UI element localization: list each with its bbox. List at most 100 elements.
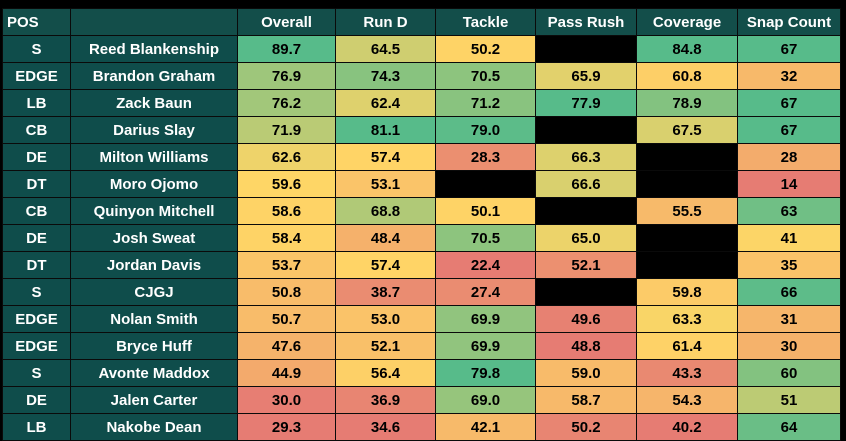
table-row: CB Darius Slay 71.9 81.1 79.0 67.5 67	[2, 116, 841, 144]
player-name-cell: Moro Ojomo	[70, 170, 238, 198]
tackle-value-cell: 28.3	[435, 143, 536, 171]
tackle-empty-cell	[435, 170, 536, 198]
coverage-value-cell: 43.3	[636, 359, 738, 387]
table-row: DE Milton Williams 62.6 57.4 28.3 66.3 28	[2, 143, 841, 171]
snap-count-value-cell: 51	[737, 386, 841, 414]
tackle-value-cell: 27.4	[435, 278, 536, 306]
pass-rush-value-cell: 48.8	[535, 332, 637, 360]
snap-count-value-cell: 67	[737, 116, 841, 144]
position-cell: LB	[2, 89, 71, 117]
table-row: LB Zack Baun 76.2 62.4 71.2 77.9 78.9 67	[2, 89, 841, 117]
table-row: S Avonte Maddox 44.9 56.4 79.8 59.0 43.3 60	[2, 359, 841, 387]
snap-count-value-cell: 67	[737, 89, 841, 117]
table-row: DE Jalen Carter 30.0 36.9 69.0 58.7 54.3 51	[2, 386, 841, 414]
pass-rush-value-cell: 59.0	[535, 359, 637, 387]
overall-value-cell: 58.6	[237, 197, 336, 225]
overall-value-cell: 89.7	[237, 35, 336, 63]
coverage-value-cell: 63.3	[636, 305, 738, 333]
run-d-value-cell: 53.1	[335, 170, 436, 198]
position-cell: DT	[2, 251, 71, 279]
table-row: EDGE Nolan Smith 50.7 53.0 69.9 49.6 63.3 31	[2, 305, 841, 333]
pass-rush-value-cell: 50.2	[535, 413, 637, 441]
run-d-value-cell: 62.4	[335, 89, 436, 117]
coverage-value-cell: 55.5	[636, 197, 738, 225]
player-name-cell: Avonte Maddox	[70, 359, 238, 387]
pass-rush-empty-cell	[535, 278, 637, 306]
player-name-cell: Bryce Huff	[70, 332, 238, 360]
run-d-value-cell: 36.9	[335, 386, 436, 414]
run-d-value-cell: 68.8	[335, 197, 436, 225]
overall-value-cell: 47.6	[237, 332, 336, 360]
run-d-value-cell: 56.4	[335, 359, 436, 387]
overall-value-cell: 59.6	[237, 170, 336, 198]
position-cell: LB	[2, 413, 71, 441]
position-cell: DE	[2, 224, 71, 252]
coverage-value-cell: 78.9	[636, 89, 738, 117]
run-d-value-cell: 38.7	[335, 278, 436, 306]
position-cell: S	[2, 35, 71, 63]
coverage-value-cell: 59.8	[636, 278, 738, 306]
pass-rush-value-cell: 49.6	[535, 305, 637, 333]
player-name-cell: Josh Sweat	[70, 224, 238, 252]
column-header-pos: POS	[2, 8, 71, 36]
header-row: POS Overall Run D Tackle Pass Rush Coverage Sn…	[2, 8, 841, 36]
pass-rush-value-cell: 52.1	[535, 251, 637, 279]
tackle-value-cell: 79.0	[435, 116, 536, 144]
column-header-player	[70, 8, 238, 36]
run-d-value-cell: 52.1	[335, 332, 436, 360]
table-row: DE Josh Sweat 58.4 48.4 70.5 65.0 41	[2, 224, 841, 252]
column-header-coverage: Coverage	[636, 8, 738, 36]
table-row: EDGE Bryce Huff 47.6 52.1 69.9 48.8 61.4 30	[2, 332, 841, 360]
column-header-overall: Overall	[237, 8, 336, 36]
position-cell: EDGE	[2, 62, 71, 90]
run-d-value-cell: 81.1	[335, 116, 436, 144]
pass-rush-value-cell: 65.0	[535, 224, 637, 252]
run-d-value-cell: 48.4	[335, 224, 436, 252]
grades-table: POS Overall Run D Tackle Pass Rush Coverage Sn…	[2, 8, 841, 441]
player-name-cell: Jalen Carter	[70, 386, 238, 414]
tackle-value-cell: 79.8	[435, 359, 536, 387]
tackle-value-cell: 69.9	[435, 332, 536, 360]
coverage-value-cell: 61.4	[636, 332, 738, 360]
pass-rush-empty-cell	[535, 35, 637, 63]
pass-rush-value-cell: 65.9	[535, 62, 637, 90]
snap-count-value-cell: 30	[737, 332, 841, 360]
tackle-value-cell: 50.1	[435, 197, 536, 225]
overall-value-cell: 58.4	[237, 224, 336, 252]
position-cell: CB	[2, 197, 71, 225]
player-name-cell: Nakobe Dean	[70, 413, 238, 441]
player-name-cell: Quinyon Mitchell	[70, 197, 238, 225]
coverage-value-cell: 54.3	[636, 386, 738, 414]
coverage-value-cell: 40.2	[636, 413, 738, 441]
tackle-value-cell: 70.5	[435, 62, 536, 90]
table-row: S Reed Blankenship 89.7 64.5 50.2 84.8 67	[2, 35, 841, 63]
position-cell: EDGE	[2, 305, 71, 333]
column-header-snap-count: Snap Count	[737, 8, 841, 36]
table-body: S Reed Blankenship 89.7 64.5 50.2 84.8 67 EDGE B…	[2, 35, 841, 441]
coverage-empty-cell	[636, 224, 738, 252]
overall-value-cell: 53.7	[237, 251, 336, 279]
player-name-cell: Nolan Smith	[70, 305, 238, 333]
run-d-value-cell: 34.6	[335, 413, 436, 441]
snap-count-value-cell: 66	[737, 278, 841, 306]
position-cell: DE	[2, 143, 71, 171]
snap-count-value-cell: 41	[737, 224, 841, 252]
player-name-cell: Jordan Davis	[70, 251, 238, 279]
tackle-value-cell: 70.5	[435, 224, 536, 252]
player-name-cell: Milton Williams	[70, 143, 238, 171]
overall-value-cell: 50.7	[237, 305, 336, 333]
tackle-value-cell: 69.0	[435, 386, 536, 414]
table-row: CB Quinyon Mitchell 58.6 68.8 50.1 55.5 63	[2, 197, 841, 225]
pass-rush-value-cell: 58.7	[535, 386, 637, 414]
snap-count-value-cell: 32	[737, 62, 841, 90]
coverage-empty-cell	[636, 170, 738, 198]
snap-count-value-cell: 28	[737, 143, 841, 171]
player-name-cell: Zack Baun	[70, 89, 238, 117]
snap-count-value-cell: 60	[737, 359, 841, 387]
snap-count-value-cell: 14	[737, 170, 841, 198]
position-cell: S	[2, 359, 71, 387]
snap-count-value-cell: 67	[737, 35, 841, 63]
run-d-value-cell: 74.3	[335, 62, 436, 90]
player-name-cell: Reed Blankenship	[70, 35, 238, 63]
snap-count-value-cell: 64	[737, 413, 841, 441]
